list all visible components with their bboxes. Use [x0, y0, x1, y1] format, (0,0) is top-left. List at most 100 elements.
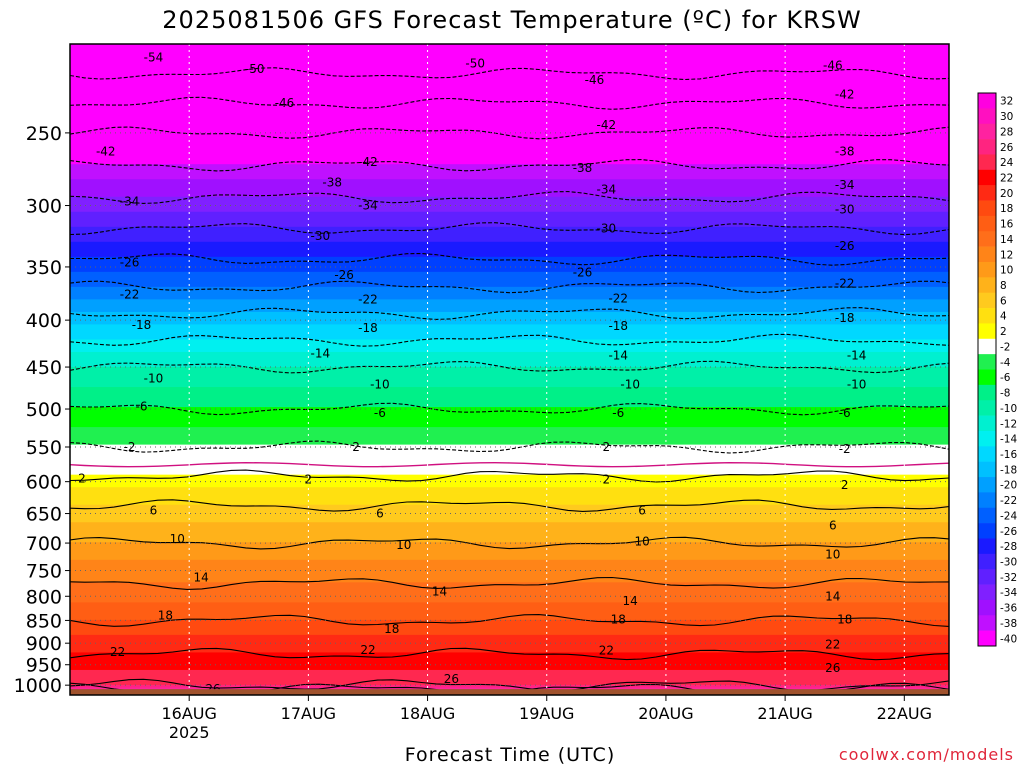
contour-label: -22	[120, 287, 140, 301]
temperature-band	[70, 359, 949, 363]
contour-label: 10	[170, 532, 185, 546]
colorbar-label: -40	[1000, 633, 1017, 645]
source-credit: coolwx.com/models	[838, 745, 1014, 764]
temperature-band	[70, 537, 949, 541]
temperature-band	[70, 527, 949, 531]
temperature-band	[70, 472, 949, 476]
temperature-band	[70, 424, 949, 428]
contour-label: 22	[360, 643, 375, 657]
temperature-band	[70, 624, 949, 628]
temperature-band	[70, 589, 949, 593]
colorbar-swatch	[978, 569, 996, 585]
temperature-band	[70, 464, 949, 468]
contour-label: 14	[432, 584, 447, 598]
colorbar-swatch	[978, 292, 996, 309]
temperature-band	[70, 319, 949, 323]
contour-label: -14	[608, 348, 628, 362]
temperature-band	[70, 356, 949, 361]
temperature-band	[70, 519, 949, 523]
contour-label: -42	[96, 145, 116, 159]
colorbar-label: -26	[1000, 526, 1017, 538]
x-tick-label: 21AUG	[757, 704, 812, 723]
temperature-band	[70, 54, 949, 58]
temperature-band	[70, 552, 949, 556]
temperature-band	[70, 534, 949, 538]
temperature-band	[70, 422, 949, 426]
temperature-band	[70, 549, 949, 553]
temperature-band	[70, 261, 949, 265]
plot-frame	[69, 43, 950, 696]
y-tick-label: 400	[26, 310, 62, 332]
temperature-band	[70, 104, 949, 108]
colorbar-swatch	[978, 231, 996, 247]
contour-label: -38	[835, 145, 855, 159]
temperature-band	[70, 679, 949, 684]
temperature-band	[70, 517, 949, 521]
temperature-band	[70, 437, 949, 441]
contour-label: 14	[193, 570, 208, 584]
temperature-band	[70, 467, 949, 471]
contour-label: -2	[839, 442, 851, 456]
contour-label: 18	[837, 612, 852, 626]
y-tick-label: 650	[26, 504, 62, 526]
y-tick-label: 800	[26, 586, 62, 608]
isotherm-line	[70, 360, 949, 374]
y-tick-label: 500	[26, 399, 62, 421]
temperature-band	[70, 171, 949, 175]
colorbar-swatch	[978, 430, 996, 447]
temperature-band	[70, 231, 949, 235]
x-tick-label: 18AUG	[400, 704, 455, 723]
temperature-band	[70, 609, 949, 613]
contour-label: -42	[835, 87, 855, 101]
colorbar-swatch	[978, 308, 996, 324]
isotherm-line	[70, 536, 949, 550]
temperature-band	[70, 452, 949, 456]
colorbar-label: -2	[1000, 341, 1010, 353]
temperature-band	[70, 161, 949, 165]
contour-label: -30	[597, 222, 617, 236]
y-tick-label: 900	[26, 633, 62, 655]
colorbar-swatch	[978, 185, 996, 201]
temperature-band	[70, 249, 949, 253]
contour-label: 18	[384, 622, 399, 636]
contour-label: 14	[623, 594, 638, 608]
colorbar-label: -18	[1000, 464, 1017, 476]
temperature-band	[70, 311, 949, 316]
contour-label: 6	[829, 519, 837, 533]
freezing-line	[70, 461, 949, 468]
temperature-band	[70, 351, 949, 356]
y-tick-label: 600	[26, 472, 62, 494]
temperature-band	[70, 652, 949, 656]
temperature-band	[70, 642, 949, 646]
contour-label: -26	[120, 255, 140, 269]
temperature-band	[70, 64, 949, 68]
temperature-band	[70, 449, 949, 453]
contour-label: -6	[612, 406, 624, 420]
contour-label: -46	[275, 96, 295, 110]
temperature-band	[70, 622, 949, 626]
temperature-band	[70, 394, 949, 398]
x-tick-label: 17AUG	[281, 704, 336, 723]
temperature-band	[70, 241, 949, 245]
temperature-band	[70, 286, 949, 290]
temperature-band	[70, 457, 949, 461]
y-tick-label: 850	[26, 610, 62, 632]
isotherm-line	[70, 576, 949, 590]
isotherm-line	[70, 469, 949, 483]
temperature-band	[70, 459, 949, 463]
temperature-band	[70, 454, 949, 458]
colorbar-label: -10	[1000, 403, 1017, 415]
colorbar-swatch	[978, 538, 996, 555]
colorbar-label: 16	[1000, 219, 1014, 231]
temperature-band	[70, 659, 949, 664]
temperature-band	[70, 644, 949, 649]
temperature-band	[70, 407, 949, 411]
colorbar-swatch	[978, 553, 996, 570]
contour-label: -42	[597, 118, 617, 132]
colorbar-swatch	[978, 169, 996, 186]
contour-label: -22	[608, 292, 628, 306]
contour-label: -34	[597, 182, 617, 196]
colorbar-swatch	[978, 615, 996, 631]
temperature-band	[70, 89, 949, 93]
temperature-band	[70, 289, 949, 293]
